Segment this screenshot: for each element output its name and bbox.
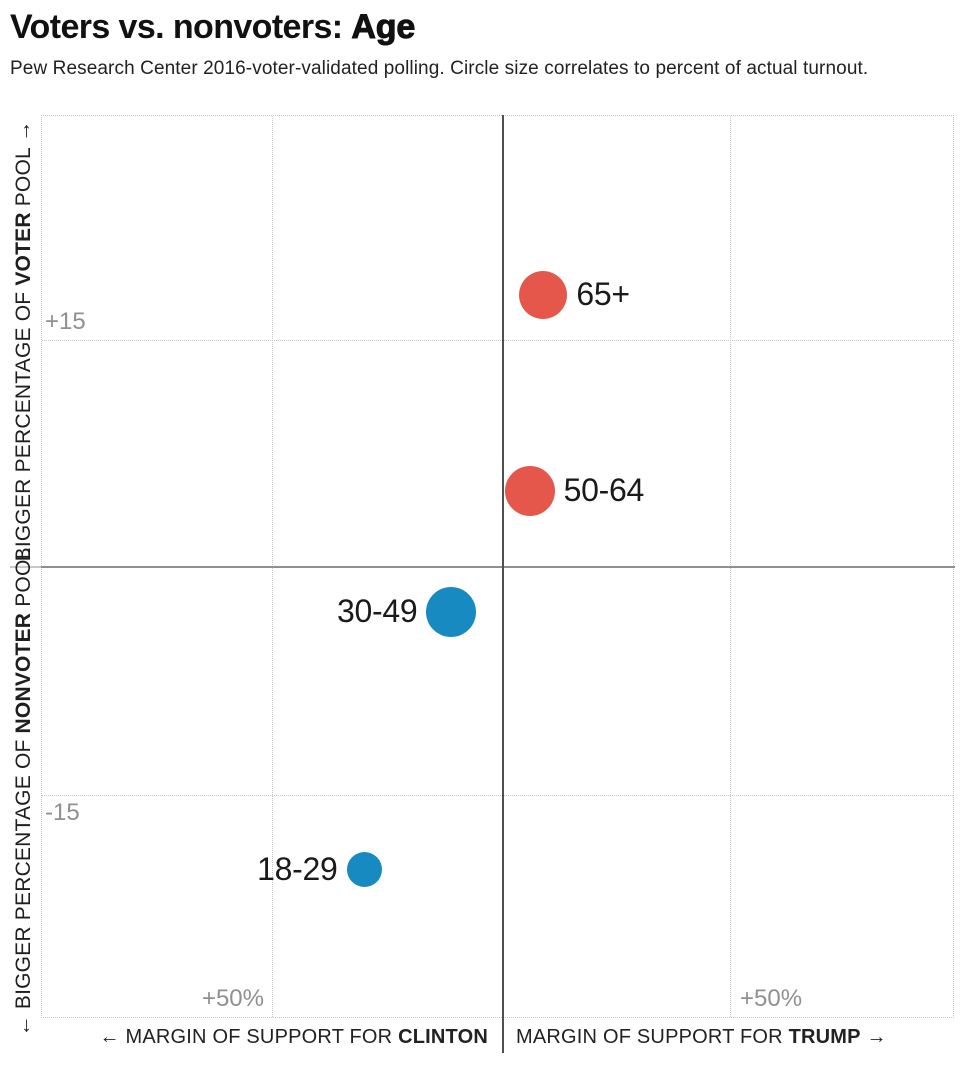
x-axis-label-trump: MARGIN OF SUPPORT FOR TRUMP → [516,1026,887,1049]
y-tick-plus15: +15 [45,308,86,335]
y-axis-label-nonvoter-bold: NONVOTER [12,612,35,734]
data-point-label-65: 65+ [576,275,630,312]
data-point-label-5064: 50-64 [563,472,645,509]
data-point-label-3049: 30-49 [337,593,418,630]
x-tick-clinton-50: +50% [201,985,264,1012]
y-axis-label-voter-bold: VOTER [12,212,35,286]
page-title-emphasis: Age [351,8,416,47]
data-point-dot-65 [519,270,568,319]
x-axis-label-clinton-bold: CLINTON [398,1026,488,1048]
y-axis-label-voter-post: POOL → [12,120,35,213]
x-axis-label-trump-post: → [860,1026,887,1048]
data-point-dot-3049 [426,587,477,638]
y-axis-label-voter-pre: BIGGER PERCENTAGE OF [12,285,35,562]
chart-subtitle: Pew Research Center 2016-voter-validated… [10,58,869,79]
x-tick-trump-50: +50% [740,985,803,1012]
y-axis-zero-line [502,115,504,1053]
y-tick-minus15: -15 [45,799,80,826]
x-axis-zero-line [10,566,955,568]
y-axis-label-nonvoter-pre: ← BIGGER PERCENTAGE OF [12,733,35,1037]
y-label-divider [10,566,41,568]
data-point-label-1829: 18-29 [257,850,338,887]
data-point-dot-5064 [504,466,555,517]
x-axis-label-trump-pre: MARGIN OF SUPPORT FOR [516,1026,789,1048]
page-title-main: Voters vs. nonvoters: [10,8,352,46]
gridline-minus15 [42,795,953,796]
data-point-dot-1829 [346,852,382,888]
gridline-plus15 [42,340,953,341]
y-axis-label-nonvoter-post: POOL [12,547,35,613]
page-title: Voters vs. nonvoters: Age [10,8,416,47]
x-axis-label-clinton: ← MARGIN OF SUPPORT FOR CLINTON [0,1026,488,1049]
x-axis-label-trump-bold: TRUMP [788,1026,861,1048]
y-axis-label-voter-pool: BIGGER PERCENTAGE OF VOTER POOL → [12,121,36,562]
x-axis-label-clinton-pre: ← MARGIN OF SUPPORT FOR [99,1026,399,1048]
y-axis-label-nonvoter-pool: ← BIGGER PERCENTAGE OF NONVOTER POOL [12,548,36,1037]
